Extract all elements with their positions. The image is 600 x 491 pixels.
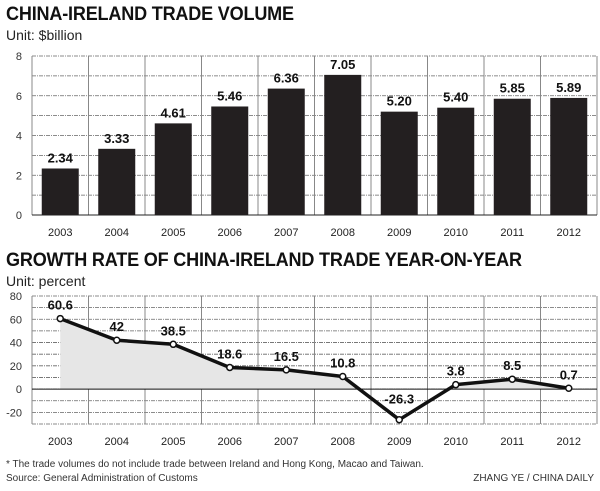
line-chart-xtick-label: 2006 (218, 436, 242, 448)
bar-chart-ytick-label: 2 (16, 170, 22, 182)
chart2-title: GROWTH RATE OF CHINA-IRELAND TRADE YEAR-… (6, 250, 522, 271)
point-data-label: -26.3 (384, 392, 414, 407)
data-point (56, 314, 64, 323)
line-chart-xtick-label: 2009 (387, 436, 411, 448)
bar-chart-ytick-label: 6 (16, 91, 22, 103)
point-data-label: 60.6 (48, 298, 73, 313)
line-chart-xtick-label: 2004 (105, 436, 129, 448)
line-chart-ytick-label: 60 (10, 314, 22, 326)
bar-data-label: 6.36 (274, 71, 299, 86)
bar-chart-xtick-label: 2007 (274, 227, 298, 239)
data-point (226, 363, 234, 372)
bar (437, 107, 475, 215)
bar (493, 98, 531, 215)
bar-chart-ytick-label: 0 (16, 210, 22, 222)
source: Source: General Administration of Custom… (6, 473, 198, 484)
chart1-title: CHINA-IRELAND TRADE VOLUME (6, 4, 294, 25)
line-chart-xtick-label: 2005 (161, 436, 185, 448)
data-point (508, 375, 516, 383)
bar (324, 74, 362, 215)
bar (211, 106, 249, 215)
data-point (395, 415, 403, 424)
bar-data-label: 2.34 (48, 150, 74, 165)
data-point (565, 384, 573, 393)
point-data-label: 0.7 (560, 367, 578, 382)
bar-chart-xtick-label: 2009 (387, 227, 411, 239)
point-data-label: 42 (110, 319, 124, 334)
data-point (282, 366, 290, 374)
footnote: * The trade volumes do not include trade… (6, 459, 424, 470)
line-chart-xtick-label: 2010 (444, 436, 468, 448)
point-data-label: 18.6 (217, 346, 242, 361)
line-chart-xtick-label: 2011 (500, 436, 524, 448)
chart1-unit: Unit: $billion (6, 27, 83, 43)
data-point (339, 372, 347, 381)
chart2-unit: Unit: percent (6, 273, 86, 289)
line-chart-ytick-label: -20 (6, 407, 22, 419)
bar-data-label: 5.40 (443, 90, 468, 105)
line-chart-xtick-label: 2003 (48, 436, 72, 448)
point-data-label: 3.8 (447, 364, 465, 379)
bar-data-label: 5.20 (387, 94, 412, 109)
data-point (452, 380, 460, 389)
data-point (113, 336, 121, 344)
bar-data-label: 5.89 (556, 80, 581, 95)
bar-chart-xtick-label: 2004 (105, 227, 129, 239)
bar-chart-xtick-label: 2006 (218, 227, 242, 239)
line-area-fill (60, 318, 569, 390)
bar (550, 97, 588, 215)
line-chart-ytick-label: 0 (16, 384, 22, 396)
line-chart-xtick-label: 2008 (331, 436, 355, 448)
bar-data-label: 5.46 (217, 88, 242, 103)
point-data-label: 8.5 (503, 358, 521, 373)
bar-chart-xtick-label: 2005 (161, 227, 185, 239)
bar-data-label: 7.05 (330, 57, 355, 72)
point-data-label: 10.8 (330, 356, 355, 371)
bar (380, 111, 418, 215)
line-chart-ytick-label: 40 (10, 338, 22, 350)
bar-chart-ytick-label: 8 (16, 51, 22, 63)
data-point (169, 340, 177, 349)
line-chart-xtick-label: 2012 (557, 436, 581, 448)
bar-chart-xtick-label: 2011 (500, 227, 524, 239)
bar-data-label: 4.61 (161, 105, 186, 120)
bar-chart-ytick-label: 4 (16, 131, 22, 143)
bar (267, 88, 305, 215)
line-chart-xtick-label: 2007 (274, 436, 298, 448)
credit: ZHANG YE / CHINA DAILY (473, 473, 594, 484)
point-data-label: 16.5 (274, 349, 299, 364)
bar-chart-xtick-label: 2003 (48, 227, 72, 239)
bar-data-label: 5.85 (500, 81, 525, 96)
bar (41, 168, 79, 215)
bar (154, 123, 192, 215)
bar-chart-xtick-label: 2012 (557, 227, 581, 239)
bar (98, 148, 136, 215)
point-data-label: 38.5 (161, 323, 186, 338)
line-chart-ytick-label: 20 (10, 361, 22, 373)
bar-chart-xtick-label: 2008 (331, 227, 355, 239)
bar-chart-xtick-label: 2010 (444, 227, 468, 239)
bar-data-label: 3.33 (104, 131, 129, 146)
series-line (59, 316, 570, 422)
line-chart-ytick-label: 80 (10, 291, 22, 303)
